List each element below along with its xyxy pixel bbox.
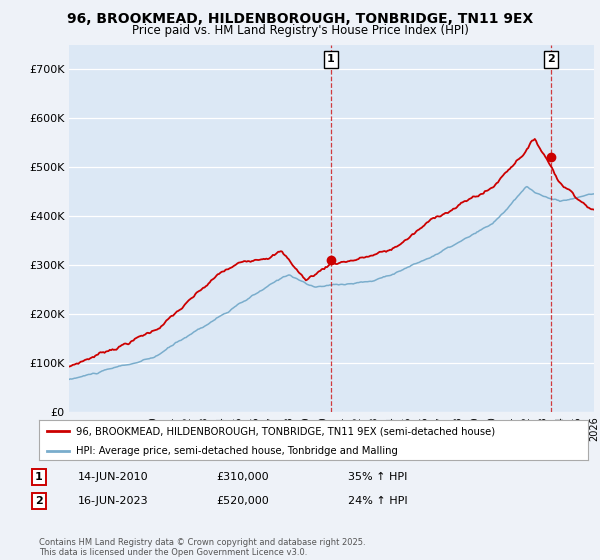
- Text: £310,000: £310,000: [216, 472, 269, 482]
- Text: 16-JUN-2023: 16-JUN-2023: [78, 496, 149, 506]
- Text: 24% ↑ HPI: 24% ↑ HPI: [348, 496, 407, 506]
- Text: HPI: Average price, semi-detached house, Tonbridge and Malling: HPI: Average price, semi-detached house,…: [76, 446, 398, 456]
- Text: Price paid vs. HM Land Registry's House Price Index (HPI): Price paid vs. HM Land Registry's House …: [131, 24, 469, 36]
- Text: Contains HM Land Registry data © Crown copyright and database right 2025.
This d: Contains HM Land Registry data © Crown c…: [39, 538, 365, 557]
- Text: 2: 2: [547, 54, 554, 64]
- Text: 1: 1: [327, 54, 335, 64]
- Text: £520,000: £520,000: [216, 496, 269, 506]
- Text: 96, BROOKMEAD, HILDENBOROUGH, TONBRIDGE, TN11 9EX: 96, BROOKMEAD, HILDENBOROUGH, TONBRIDGE,…: [67, 12, 533, 26]
- Text: 2: 2: [35, 496, 43, 506]
- Text: 14-JUN-2010: 14-JUN-2010: [78, 472, 149, 482]
- Text: 35% ↑ HPI: 35% ↑ HPI: [348, 472, 407, 482]
- Text: 96, BROOKMEAD, HILDENBOROUGH, TONBRIDGE, TN11 9EX (semi-detached house): 96, BROOKMEAD, HILDENBOROUGH, TONBRIDGE,…: [76, 426, 496, 436]
- Text: 1: 1: [35, 472, 43, 482]
